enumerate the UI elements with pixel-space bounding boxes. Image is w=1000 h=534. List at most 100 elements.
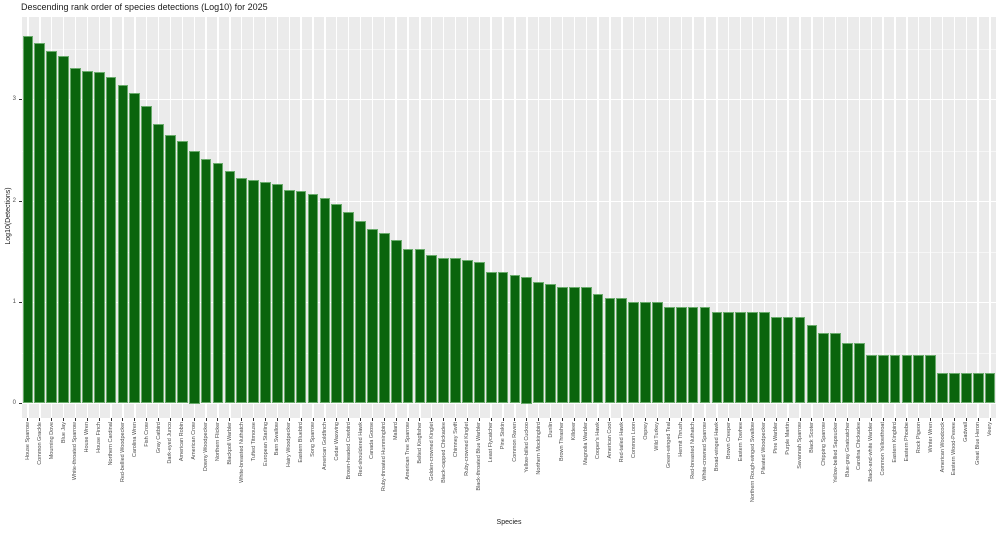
bar xyxy=(889,354,901,404)
gridline-vertical xyxy=(431,17,433,418)
gridline-vertical xyxy=(977,17,979,418)
x-tick-label: Magnolia Warbler xyxy=(583,422,590,465)
x-tick-mark xyxy=(502,418,504,421)
x-tick-mark xyxy=(752,418,753,421)
x-tick-mark xyxy=(906,418,908,421)
x-tick-mark xyxy=(229,418,231,421)
x-tick-label: Belted Kingfisher xyxy=(416,422,423,464)
x-tick-label: White-breasted Nuthatch xyxy=(238,422,245,483)
x-tick-label: Black Scoter xyxy=(808,422,815,453)
x-tick-mark xyxy=(942,418,944,421)
gridline-vertical xyxy=(537,17,540,418)
y-tick-mark xyxy=(19,403,22,404)
x-tick-label: Pine Siskin xyxy=(500,422,507,450)
bar xyxy=(46,51,58,404)
x-tick-label: Purple Martin xyxy=(785,422,792,455)
gridline-vertical xyxy=(799,17,801,418)
x-tick-mark xyxy=(110,418,112,421)
x-tick-mark xyxy=(585,418,587,421)
x-tick-mark xyxy=(336,418,338,421)
bar xyxy=(640,302,651,404)
gridline-vertical xyxy=(894,17,896,418)
bar xyxy=(818,332,830,404)
bar xyxy=(295,190,307,404)
x-tick-label: Northern Rough-winged Swallow xyxy=(749,422,756,503)
x-tick-mark xyxy=(858,418,860,421)
x-tick-mark xyxy=(561,418,563,421)
x-tick-label: White-crowned Sparrow xyxy=(701,422,708,481)
x-tick-mark xyxy=(193,418,195,421)
x-tick-label: Song Sparrow xyxy=(310,422,316,457)
bar xyxy=(200,158,212,404)
bar xyxy=(402,248,414,404)
bar xyxy=(735,312,746,404)
x-tick-label: Common Raven xyxy=(511,422,518,462)
x-tick-label: Pine Warbler xyxy=(773,422,780,454)
x-tick-label: American Crow xyxy=(191,422,198,460)
x-tick-label: House Finch xyxy=(96,422,103,453)
bar xyxy=(224,170,236,404)
gridline-minor xyxy=(22,251,996,253)
bar xyxy=(497,271,509,404)
x-tick-label: Red-tailed Hawk xyxy=(618,422,625,463)
gridline-vertical xyxy=(728,17,730,418)
bar xyxy=(865,354,877,404)
x-tick-mark xyxy=(407,418,409,421)
bar xyxy=(390,239,402,404)
x-tick-label: Common Grackle xyxy=(36,422,43,465)
x-tick-mark xyxy=(146,418,148,421)
x-tick-mark xyxy=(169,418,171,421)
bar xyxy=(984,373,996,404)
x-tick-mark xyxy=(894,418,896,421)
x-tick-label: Green-winged Teal xyxy=(666,422,673,469)
gridline-vertical xyxy=(858,17,861,418)
bar xyxy=(272,183,283,404)
x-tick-mark xyxy=(835,418,837,421)
bar xyxy=(949,373,960,404)
gridline-vertical xyxy=(478,17,480,418)
gridline-vertical xyxy=(811,17,813,418)
x-tick-label: Brown Creeper xyxy=(725,422,732,459)
x-tick-mark xyxy=(680,418,682,421)
bar xyxy=(81,70,93,404)
x-tick-label: Least Flycatcher xyxy=(488,422,495,463)
bar xyxy=(545,284,556,404)
x-tick-label: Rock Pigeon xyxy=(915,422,922,454)
x-tick-mark xyxy=(348,418,350,421)
x-tick-mark xyxy=(728,418,730,421)
gridline-major xyxy=(22,99,996,101)
bar xyxy=(450,257,461,404)
x-tick-mark xyxy=(621,418,623,421)
gridline-vertical xyxy=(526,17,528,418)
gridline-vertical xyxy=(834,17,837,418)
bar xyxy=(723,312,735,404)
y-tick-label: 2 xyxy=(12,197,16,204)
x-tick-label: Winter Wren xyxy=(927,422,934,453)
bar xyxy=(842,342,853,404)
x-tick-label: Tufted Titmouse xyxy=(250,422,257,462)
gridline-vertical xyxy=(870,17,872,418)
x-tick-label: Savannah Sparrow xyxy=(797,422,803,469)
bar xyxy=(426,254,438,404)
gridline-vertical xyxy=(775,17,777,418)
bar xyxy=(141,105,153,404)
x-tick-label: European Starling xyxy=(262,422,269,467)
gridline-major xyxy=(22,402,996,405)
bar xyxy=(343,212,354,404)
gridline-vertical xyxy=(621,17,623,418)
bar xyxy=(355,221,366,404)
bar xyxy=(367,229,378,404)
x-tick-label: Broad-winged Hawk xyxy=(713,422,720,472)
x-tick-mark xyxy=(918,418,920,421)
bar xyxy=(378,233,390,404)
bar xyxy=(521,277,533,404)
gridline-vertical xyxy=(585,17,587,418)
x-tick-label: Yellow-billed Cuckoo xyxy=(523,422,530,473)
x-tick-mark xyxy=(419,418,421,421)
bar xyxy=(854,342,865,404)
y-tick-label: 3 xyxy=(12,96,16,103)
gridline-vertical xyxy=(490,17,492,418)
gridline-vertical xyxy=(395,17,397,418)
gridline-vertical xyxy=(561,17,564,418)
